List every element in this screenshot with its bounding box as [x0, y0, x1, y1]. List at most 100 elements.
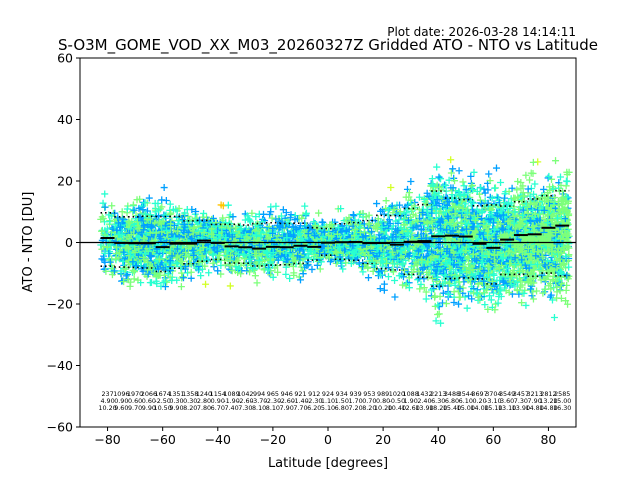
data-point — [463, 304, 471, 312]
data-point — [229, 213, 237, 221]
data-point — [205, 269, 213, 277]
data-point — [161, 283, 169, 291]
data-point — [260, 210, 268, 218]
data-point — [157, 220, 165, 228]
data-point — [129, 258, 137, 266]
data-point — [98, 227, 106, 235]
data-point — [101, 258, 109, 266]
data-point — [117, 267, 125, 275]
data-point — [142, 230, 150, 238]
data-point — [436, 174, 444, 182]
data-point — [154, 265, 162, 273]
data-point — [134, 276, 142, 284]
data-point — [480, 185, 488, 193]
data-point — [455, 300, 463, 308]
data-point — [455, 167, 463, 175]
data-point — [253, 279, 261, 287]
data-point — [127, 278, 135, 286]
data-point — [497, 178, 505, 186]
data-point — [447, 156, 455, 164]
data-point — [175, 217, 183, 225]
data-point — [208, 230, 216, 238]
data-point — [105, 211, 113, 219]
data-point — [195, 230, 203, 238]
data-point — [449, 165, 457, 173]
data-point — [98, 213, 106, 221]
data-point — [141, 199, 149, 207]
data-point — [113, 226, 121, 234]
data-point — [415, 274, 423, 282]
data-point — [147, 253, 155, 261]
data-point — [177, 283, 185, 291]
data-point — [251, 272, 259, 280]
data-point — [198, 252, 206, 260]
data-point — [110, 267, 118, 275]
data-point — [380, 286, 388, 294]
data-point — [210, 243, 218, 251]
data-point — [169, 205, 177, 213]
data-point — [112, 215, 120, 223]
data-point — [154, 200, 162, 208]
data-point — [167, 220, 175, 228]
data-point — [166, 257, 174, 265]
data-point — [515, 290, 523, 298]
data-point — [219, 214, 227, 222]
data-point — [174, 227, 182, 235]
data-point — [132, 262, 140, 270]
data-point — [173, 226, 181, 234]
data-point — [181, 248, 189, 256]
data-point — [158, 196, 166, 204]
data-point — [155, 255, 163, 263]
data-point — [189, 224, 197, 232]
data-point — [139, 267, 147, 275]
data-point — [115, 254, 123, 262]
data-point — [143, 216, 151, 224]
data-point — [209, 214, 217, 222]
data-point — [391, 277, 399, 285]
data-point — [170, 221, 178, 229]
data-point — [215, 231, 223, 239]
data-point — [168, 276, 176, 284]
data-point — [315, 209, 323, 217]
data-point — [145, 194, 153, 202]
data-point — [120, 278, 128, 286]
data-point — [130, 275, 138, 283]
data-point — [214, 267, 222, 275]
data-point — [222, 234, 230, 242]
data-point — [188, 235, 196, 243]
data-point — [117, 223, 125, 231]
data-point — [134, 218, 142, 226]
data-point — [118, 208, 126, 216]
data-point — [101, 190, 109, 198]
data-point — [213, 247, 221, 255]
data-point — [407, 177, 415, 185]
data-point — [431, 292, 439, 300]
data-point — [380, 280, 388, 288]
data-point — [202, 280, 210, 288]
data-point — [513, 186, 521, 194]
data-point — [179, 274, 187, 282]
data-point — [382, 197, 390, 205]
chart-title: S-O3M_GOME_VOD_XX_M03_20260327Z Gridded … — [58, 36, 598, 55]
data-point — [194, 227, 202, 235]
data-point — [435, 173, 443, 181]
data-point — [98, 226, 106, 234]
data-point — [179, 273, 187, 281]
data-point — [171, 234, 179, 242]
data-point — [112, 250, 120, 258]
data-point — [166, 200, 174, 208]
data-point — [187, 268, 195, 276]
data-point — [114, 230, 122, 238]
data-point — [190, 251, 198, 259]
data-point — [467, 172, 475, 180]
data-point — [200, 209, 208, 217]
data-point — [183, 206, 191, 214]
data-point — [112, 243, 120, 251]
data-point — [166, 273, 174, 281]
data-point — [141, 210, 149, 218]
data-point — [162, 226, 170, 234]
data-point — [141, 250, 149, 258]
data-point — [123, 205, 131, 213]
data-point — [140, 263, 148, 271]
data-point — [204, 256, 212, 264]
